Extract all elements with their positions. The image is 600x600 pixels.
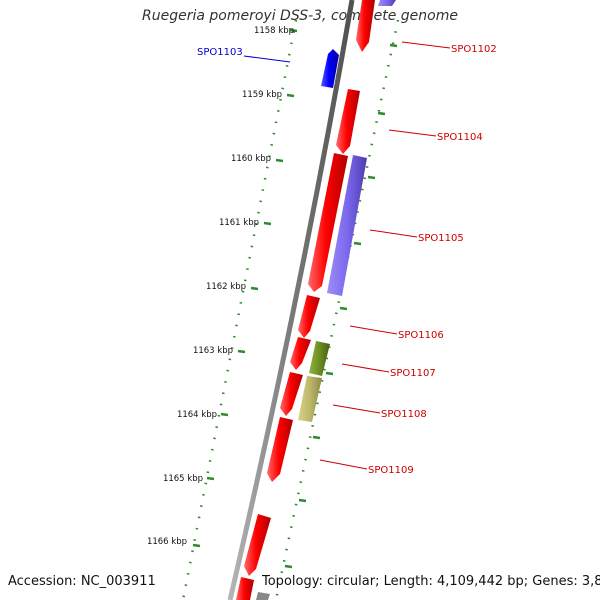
gene-spo1103 [321,49,339,88]
leader-line-spo1103 [243,55,291,63]
gene-gray-bottom [256,592,270,600]
summary-text: Topology: circular; Length: 4,109,442 bp… [262,574,600,589]
gene-label-spo1106[interactable]: SPO1106 [398,330,444,341]
tick-mark [286,93,295,98]
feature-purple-top [378,0,396,6]
gene-unlabeled-2 [236,577,254,600]
genome-backbone [227,0,355,600]
feature-olive [309,341,330,376]
tick-mark [237,349,246,354]
tick-mark [250,286,259,291]
accession-text: Accession: NC_003911 [8,574,156,589]
tick-label: 1163 kbp [193,346,233,356]
right-tick-mark [389,43,398,48]
feature-purple [327,155,367,296]
gene-label-spo1102[interactable]: SPO1102 [451,44,497,55]
summary-value: Topology: circular; Length: 4,109,442 bp… [262,574,600,589]
right-tick-mark [325,371,334,376]
tick-label: 1166 kbp [147,537,187,547]
tick-marks [192,28,298,548]
leader-line-spo1107 [341,363,390,373]
tick-label: 1161 kbp [219,218,259,228]
tick-mark [206,476,215,481]
gene-spo1108 [280,372,303,416]
gene-label-spo1103[interactable]: SPO1103 [197,47,243,58]
leader-line-spo1105 [369,229,418,238]
tick-mark [289,28,298,33]
tick-label: 1160 kbp [231,154,271,164]
right-tick-mark [312,435,321,440]
tick-mark [263,221,272,226]
tick-mark [192,543,201,548]
right-tick-mark [339,306,348,311]
gene-label-spo1109[interactable]: SPO1109 [368,465,414,476]
gene-spo1109 [267,417,293,482]
gene-unlabeled-1 [244,514,271,576]
leader-line-spo1109 [319,459,368,470]
tick-label: 1165 kbp [163,474,203,484]
right-tick-mark [284,564,293,569]
right-tick-mark [377,111,386,116]
tick-label: 1162 kbp [206,282,246,292]
tick-track-dots [181,19,298,600]
accession-value: Accession: NC_003911 [8,574,156,589]
tick-mark [275,158,284,163]
gene-spo1102 [356,0,375,52]
right-tick-mark [367,175,376,180]
gene-spo1105 [308,153,348,292]
gene-label-spo1104[interactable]: SPO1104 [437,132,483,143]
tick-label: 1159 kbp [242,90,282,100]
gene-label-spo1107[interactable]: SPO1107 [390,368,436,379]
tick-label: 1164 kbp [177,410,217,420]
right-tick-mark [353,241,362,246]
gene-spo1104 [336,89,360,154]
tick-mark [220,412,229,417]
leader-line-spo1102 [401,41,451,49]
gene-spo1106 [298,295,320,338]
leader-line-spo1108 [332,404,381,414]
gene-spo1107 [290,337,311,370]
right-tick-marks [284,43,398,569]
gene-label-spo1105[interactable]: SPO1105 [418,233,464,244]
gene-label-spo1108[interactable]: SPO1108 [381,409,427,420]
feature-khaki [298,376,322,422]
leader-line-spo1104 [388,129,437,137]
tick-label: 1158 kbp [254,26,294,36]
leader-line-spo1106 [349,325,398,335]
right-tick-mark [298,498,307,503]
map-title: Ruegeria pomeroyi DSS-3, complete genome [142,8,458,24]
